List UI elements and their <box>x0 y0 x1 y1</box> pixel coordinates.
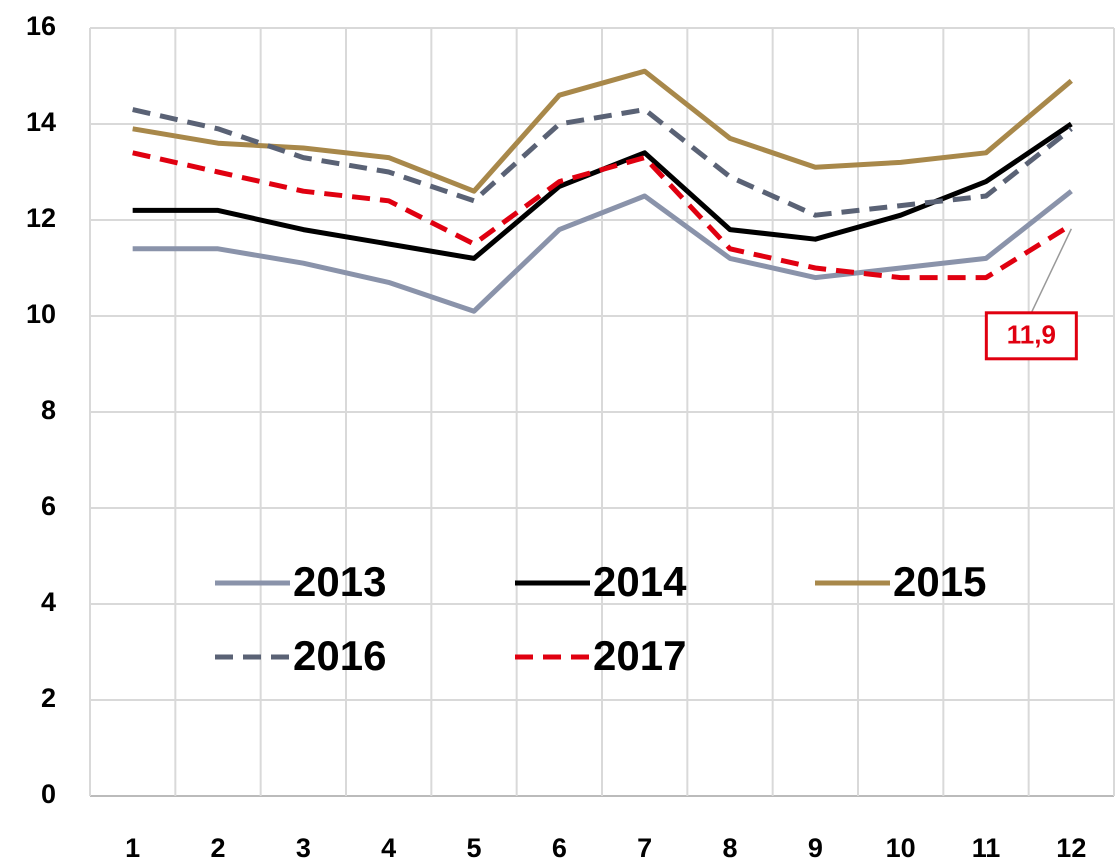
x-tick-label: 10 <box>886 833 916 863</box>
x-tick-label: 5 <box>466 833 481 863</box>
y-tick-label: 14 <box>26 107 56 137</box>
leader-line <box>1030 228 1073 314</box>
series-line <box>132 189 1073 314</box>
x-tick-label: 3 <box>296 833 311 863</box>
y-tick-label: 16 <box>26 11 56 41</box>
y-tick-label: 4 <box>41 587 56 617</box>
legend-label: 2016 <box>293 632 386 679</box>
x-tick-label: 7 <box>637 833 652 863</box>
x-tick-label: 4 <box>381 833 396 863</box>
legend-label: 2015 <box>893 558 986 605</box>
x-tick-label: 9 <box>808 833 823 863</box>
legend-label: 2017 <box>593 632 686 679</box>
x-tick-label: 12 <box>1056 833 1086 863</box>
legend-label: 2013 <box>293 558 386 605</box>
series-line <box>132 68 1073 194</box>
y-tick-label: 12 <box>26 203 56 233</box>
x-tick-label: 11 <box>972 833 1001 863</box>
x-tick-label: 6 <box>552 833 567 863</box>
y-tick-label: 8 <box>41 395 56 425</box>
x-tick-label: 2 <box>210 833 225 863</box>
series-line <box>132 150 1073 281</box>
legend-label: 2014 <box>593 558 687 605</box>
label-box <box>984 311 1078 361</box>
y-tick-label: 2 <box>41 683 56 713</box>
x-tick-label: 8 <box>722 833 737 863</box>
y-tick-label: 6 <box>41 491 56 521</box>
y-tick-label: 10 <box>26 299 56 329</box>
y-tick-label: 0 <box>41 779 56 809</box>
series-line <box>132 107 1073 218</box>
data-label: 11,9 <box>1007 320 1056 350</box>
x-tick-label: 1 <box>125 833 140 863</box>
